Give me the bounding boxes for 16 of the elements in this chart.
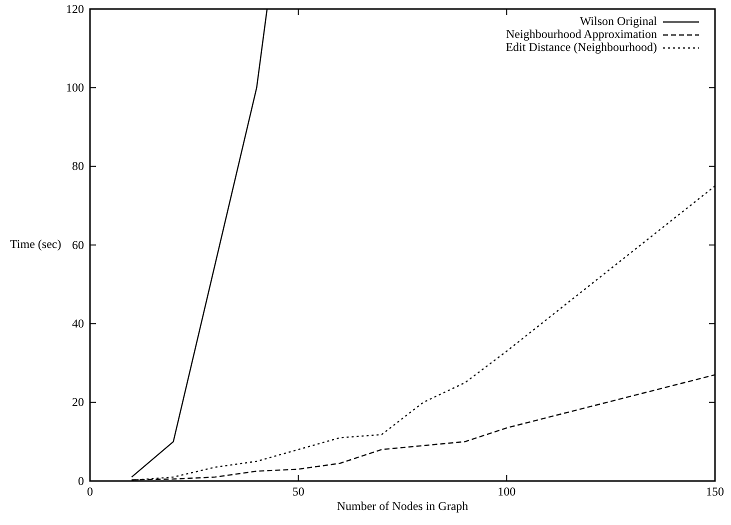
- x-tick-label: 100: [498, 484, 516, 499]
- legend-label: Neighbourhood Approximation: [506, 26, 657, 41]
- x-tick-label: 150: [706, 484, 724, 499]
- y-axis-title: Time (sec): [10, 236, 62, 251]
- y-tick-label: 0: [78, 474, 84, 488]
- y-tick-label: 100: [66, 80, 84, 95]
- y-tick-label: 80: [72, 159, 84, 174]
- x-tick-label: 0: [87, 484, 93, 499]
- y-tick-label: 120: [66, 2, 84, 16]
- x-axis-title: Number of Nodes in Graph: [336, 499, 468, 513]
- y-tick-label: 20: [72, 395, 84, 410]
- legend-label: Wilson Original: [580, 14, 658, 28]
- y-tick-label: 60: [72, 238, 84, 252]
- x-tick-label: 50: [292, 484, 304, 499]
- legend-label: Edit Distance (Neighbourhood): [506, 40, 657, 54]
- y-tick-label: 40: [72, 316, 84, 331]
